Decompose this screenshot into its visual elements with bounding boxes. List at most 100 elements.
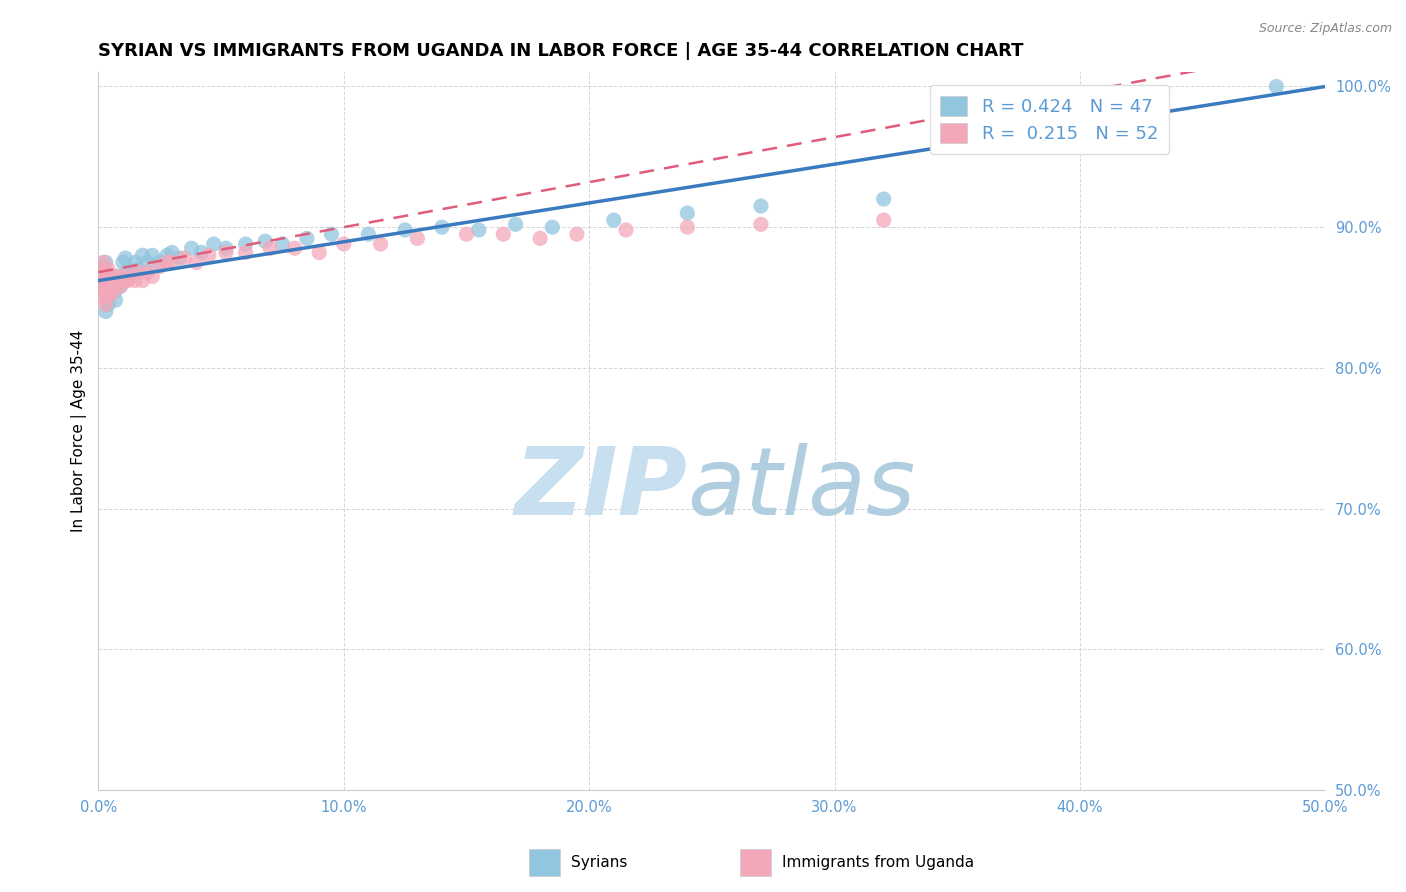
- Point: [180, 241, 202, 255]
- Point: [90, 262, 112, 277]
- Point: [467, 223, 489, 237]
- Point: [94, 284, 117, 298]
- Point: [114, 251, 136, 265]
- Point: [156, 255, 179, 269]
- Point: [101, 274, 124, 288]
- Y-axis label: In Labor Force | Age 35-44: In Labor Force | Age 35-44: [72, 330, 87, 533]
- Point: [215, 241, 238, 255]
- Point: [141, 248, 163, 262]
- Point: [872, 192, 894, 206]
- Point: [173, 251, 195, 265]
- Point: [107, 269, 129, 284]
- Point: [97, 287, 120, 301]
- Point: [676, 220, 699, 235]
- Point: [492, 227, 515, 242]
- Point: [117, 262, 139, 277]
- Point: [97, 297, 120, 311]
- Legend: R = 0.424   N = 47, R =  0.215   N = 52: R = 0.424 N = 47, R = 0.215 N = 52: [929, 85, 1170, 153]
- Point: [197, 248, 219, 262]
- Point: [872, 213, 894, 227]
- Point: [235, 237, 257, 252]
- Point: [111, 255, 134, 269]
- Point: [308, 245, 330, 260]
- Point: [104, 269, 127, 284]
- Point: [160, 245, 183, 260]
- Point: [127, 262, 149, 277]
- Point: [394, 223, 416, 237]
- Point: [124, 274, 146, 288]
- Point: [91, 262, 114, 277]
- Point: [91, 255, 114, 269]
- Text: Immigrants from Uganda: Immigrants from Uganda: [782, 855, 974, 870]
- Point: [565, 227, 588, 242]
- Point: [110, 279, 132, 293]
- Point: [120, 269, 142, 284]
- Text: ZIP: ZIP: [515, 442, 688, 534]
- Text: atlas: atlas: [688, 443, 915, 534]
- Text: Syrians: Syrians: [571, 855, 627, 870]
- Point: [332, 237, 354, 252]
- Point: [94, 274, 117, 288]
- Point: [104, 293, 127, 308]
- Point: [97, 262, 120, 277]
- Point: [127, 265, 149, 279]
- Point: [190, 245, 212, 260]
- Point: [357, 227, 380, 242]
- Point: [131, 248, 153, 262]
- Point: [100, 274, 122, 288]
- Point: [254, 234, 277, 248]
- Point: [149, 260, 172, 274]
- Point: [104, 284, 127, 298]
- Point: [169, 251, 191, 265]
- Point: [284, 241, 307, 255]
- Point: [614, 223, 637, 237]
- Point: [602, 213, 624, 227]
- Point: [160, 255, 183, 269]
- Point: [456, 227, 478, 242]
- Point: [94, 255, 117, 269]
- Point: [111, 269, 134, 284]
- Point: [321, 227, 343, 242]
- Text: SYRIAN VS IMMIGRANTS FROM UGANDA IN LABOR FORCE | AGE 35-44 CORRELATION CHART: SYRIAN VS IMMIGRANTS FROM UGANDA IN LABO…: [98, 42, 1024, 60]
- Point: [94, 304, 117, 318]
- Point: [100, 279, 122, 293]
- Point: [100, 287, 122, 301]
- Point: [110, 279, 132, 293]
- Point: [749, 199, 772, 213]
- Point: [97, 279, 120, 293]
- Point: [505, 218, 527, 232]
- Point: [215, 245, 238, 260]
- Point: [91, 291, 114, 305]
- Point: [149, 255, 172, 269]
- Point: [1265, 79, 1288, 94]
- Point: [94, 297, 117, 311]
- Point: [124, 255, 146, 269]
- Point: [136, 255, 159, 269]
- Point: [91, 274, 114, 288]
- Point: [406, 231, 429, 245]
- Point: [749, 218, 772, 232]
- Point: [104, 277, 127, 291]
- Point: [90, 284, 112, 298]
- Point: [235, 245, 257, 260]
- Text: Source: ZipAtlas.com: Source: ZipAtlas.com: [1258, 22, 1392, 36]
- Point: [141, 269, 163, 284]
- Point: [370, 237, 392, 252]
- Point: [117, 274, 139, 288]
- Point: [97, 277, 120, 291]
- Point: [101, 284, 124, 298]
- Point: [529, 231, 551, 245]
- Point: [430, 220, 453, 235]
- Point: [259, 241, 281, 255]
- Point: [202, 237, 225, 252]
- Point: [100, 287, 122, 301]
- Point: [107, 274, 129, 288]
- Point: [94, 265, 117, 279]
- Point: [90, 279, 112, 293]
- Point: [100, 279, 122, 293]
- Point: [271, 237, 294, 252]
- Point: [101, 274, 124, 288]
- Point: [295, 231, 318, 245]
- Point: [111, 274, 134, 288]
- Point: [156, 248, 179, 262]
